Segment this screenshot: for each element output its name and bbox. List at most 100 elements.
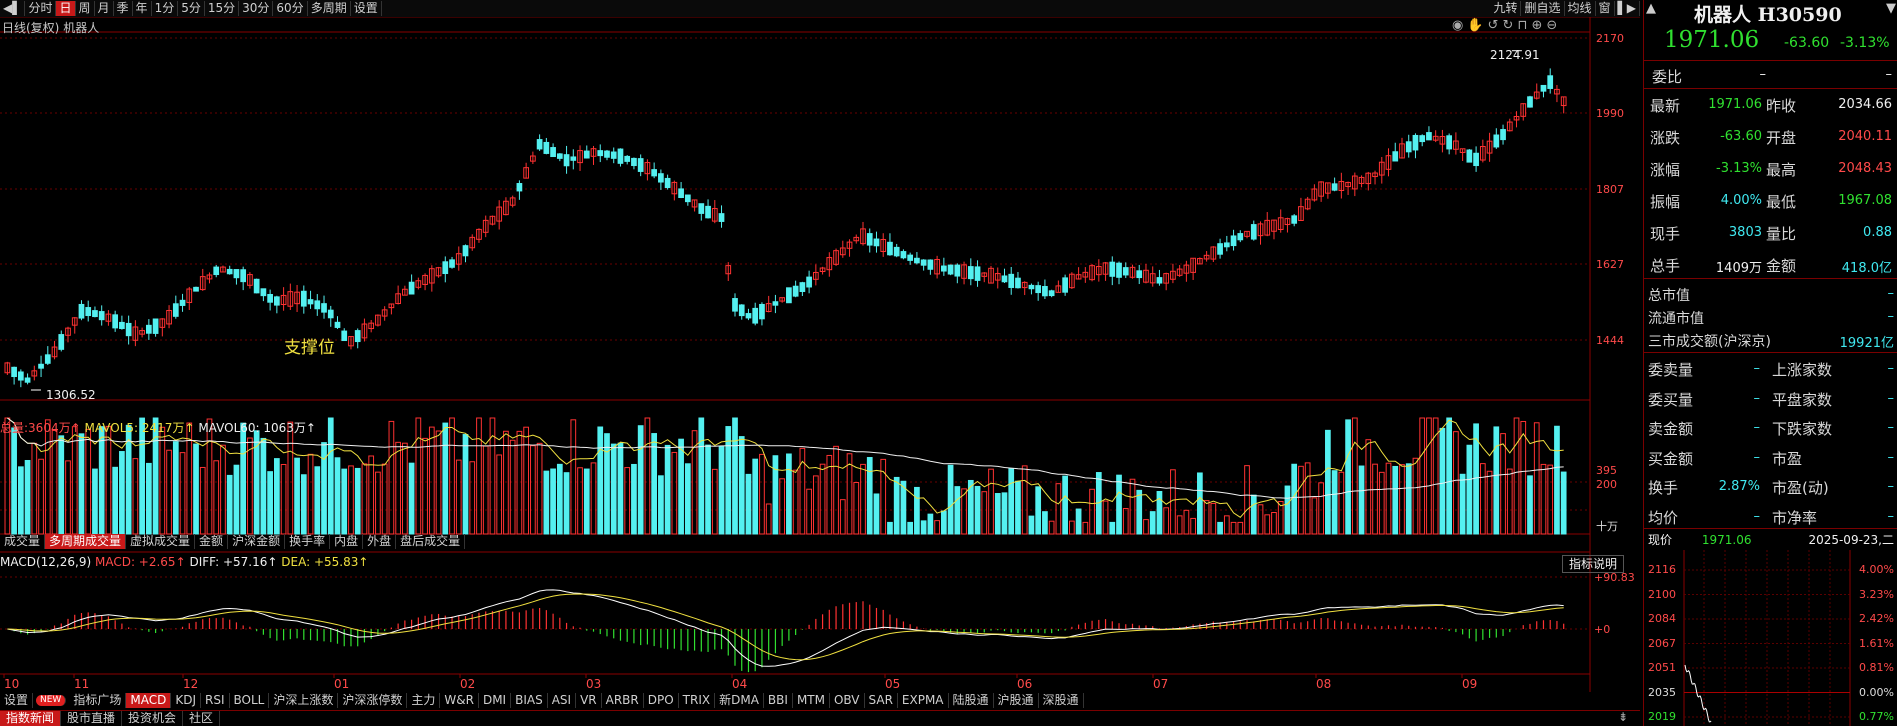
volume-tab-0[interactable]: 成交量 — [0, 534, 46, 549]
indicator-tab-7[interactable]: 沪深上涨数 — [269, 693, 339, 708]
indicator-tab-19[interactable]: BBI — [764, 693, 793, 708]
candle-body — [422, 274, 428, 285]
volume-bar — [1116, 474, 1122, 535]
period-tab-9[interactable]: 30分 — [239, 1, 274, 16]
period-tab-8[interactable]: 15分 — [205, 1, 240, 16]
period-tab-12[interactable]: 设置 — [351, 1, 382, 16]
volume-bar — [1075, 508, 1082, 535]
indicator-tab-26[interactable]: 深股通 — [1039, 693, 1084, 708]
indicator-help-button[interactable]: 指标说明 — [1562, 555, 1625, 573]
period-tab-0[interactable]: 分时 — [25, 1, 57, 16]
period-tab-11[interactable]: 多周期 — [308, 1, 351, 16]
candle-body — [1385, 155, 1392, 170]
zoom-in-icon[interactable]: ⊕ — [1531, 18, 1547, 33]
volume-bar — [1143, 519, 1149, 535]
candle-body — [671, 181, 678, 195]
candle-body — [327, 309, 334, 319]
volume-bar — [900, 480, 907, 535]
hand-icon[interactable]: ✋ — [1467, 18, 1488, 33]
indicator-tab-12[interactable]: BIAS — [511, 693, 548, 708]
indicator-tab-9[interactable]: 主力 — [407, 693, 441, 708]
volume-tab-5[interactable]: 换手率 — [285, 534, 331, 549]
volume-bar — [92, 468, 98, 535]
toolbar-right-tab-1[interactable]: 删自选 — [1521, 1, 1565, 16]
undo-icon[interactable]: ↺ — [1487, 18, 1503, 33]
volume-tab-3[interactable]: 金额 — [195, 534, 229, 549]
candle-body — [543, 141, 550, 154]
candle-body — [1331, 183, 1338, 191]
period-tab-7[interactable]: 5分 — [178, 1, 205, 16]
candle-body — [570, 156, 577, 161]
volume-tab-8[interactable]: 盘后成交量 — [396, 534, 466, 549]
indicator-tab-1[interactable]: NEW — [36, 695, 67, 706]
volume-bar — [294, 457, 300, 535]
lock-icon[interactable]: ⊓ — [1517, 18, 1532, 33]
toolbar-right-tab-2[interactable]: 均线 — [1565, 1, 1596, 16]
bottom-tab-3[interactable]: 社区 — [183, 711, 221, 726]
volume-bar — [927, 513, 934, 535]
candle-body — [206, 274, 213, 280]
volume-tab-4[interactable]: 沪深金额 — [228, 534, 286, 549]
indicator-tab-14[interactable]: VR — [576, 693, 602, 708]
toolbar-right-tab-0[interactable]: 九转 — [1490, 1, 1522, 16]
indicator-tab-22[interactable]: SAR — [865, 693, 898, 708]
period-tab-6[interactable]: 1分 — [152, 1, 179, 16]
indicator-tab-8[interactable]: 沪深涨停数 — [338, 693, 408, 708]
indicator-tab-25[interactable]: 沪股通 — [994, 693, 1039, 708]
volume-bar — [981, 491, 988, 535]
toolbar-right-tab-3[interactable]: 窗 — [1596, 1, 1615, 16]
volume-tab-6[interactable]: 内盘 — [330, 534, 364, 549]
bottom-tab-0[interactable]: 指数新闻 — [0, 711, 62, 726]
collapse-icon[interactable]: ⇟ — [1618, 710, 1629, 724]
volume-bar — [1338, 471, 1345, 535]
indicator-tab-4[interactable]: KDJ — [171, 693, 201, 708]
volume-bar — [1513, 417, 1520, 535]
volume-bar — [489, 417, 496, 535]
indicator-tab-17[interactable]: TRIX — [679, 693, 716, 708]
candle-body — [819, 267, 826, 273]
redo-icon[interactable]: ↻ — [1502, 18, 1518, 33]
indicator-tab-21[interactable]: OBV — [830, 693, 865, 708]
eye-icon[interactable]: ◉ — [1452, 18, 1468, 33]
indicator-tab-0[interactable]: 设置 — [0, 693, 34, 708]
period-tab-5[interactable]: 年 — [133, 1, 152, 16]
quote-value: -63.60 — [1720, 129, 1762, 144]
indicator-tab-24[interactable]: 陆股通 — [949, 693, 994, 708]
indicator-tab-3[interactable]: MACD — [126, 693, 172, 708]
volume-bar — [1304, 462, 1311, 535]
bottom-tab-2[interactable]: 投资机会 — [122, 711, 184, 726]
indicator-tab-18[interactable]: 新DMA — [715, 693, 764, 708]
bottom-tab-1[interactable]: 股市直播 — [61, 711, 123, 726]
indicator-tab-20[interactable]: MTM — [793, 693, 830, 708]
indicator-tab-23[interactable]: EXPMA — [898, 693, 949, 708]
quote-value: 1409万 — [1715, 261, 1762, 276]
period-tab-10[interactable]: 60分 — [273, 1, 308, 16]
toolbar-arrow-right-icon[interactable]: ▌▶ — [1615, 1, 1640, 16]
next-stock-icon[interactable]: ▼ — [1886, 1, 1896, 16]
volume-tab-2[interactable]: 虚拟成交量 — [126, 534, 196, 549]
candle-body — [1082, 271, 1089, 278]
zoom-out-icon[interactable]: ⊖ — [1546, 18, 1562, 33]
candle-body — [1116, 262, 1122, 278]
mktcap-label: 流通市值 — [1648, 311, 1704, 327]
indicator-tab-15[interactable]: ARBR — [602, 693, 644, 708]
volume-bar — [1527, 475, 1533, 535]
indicator-tab-13[interactable]: ASI — [548, 693, 577, 708]
candle-body — [664, 177, 671, 189]
period-tab-3[interactable]: 月 — [95, 1, 114, 16]
indicator-tab-5[interactable]: RSI — [201, 693, 230, 708]
indicator-tab-2[interactable]: 指标广场 — [69, 693, 127, 708]
period-tab-1[interactable]: 日 — [56, 1, 76, 16]
indicator-tab-16[interactable]: DPO — [644, 693, 679, 708]
toolbar-arrow-left-icon[interactable]: ◀▌ — [0, 1, 26, 16]
period-tab-2[interactable]: 周 — [76, 1, 95, 16]
candle-body — [1453, 140, 1459, 150]
period-tab-4[interactable]: 季 — [114, 1, 133, 16]
indicator-tab-6[interactable]: BOLL — [230, 693, 270, 708]
indicator-tab-10[interactable]: W&R — [440, 693, 479, 708]
candle-body — [1210, 246, 1217, 260]
volume-tab-7[interactable]: 外盘 — [363, 534, 397, 549]
volume-tab-1[interactable]: 多周期成交量 — [45, 534, 127, 549]
indicator-tab-11[interactable]: DMI — [479, 693, 512, 708]
prev-stock-icon[interactable]: ▲ — [1646, 1, 1656, 16]
